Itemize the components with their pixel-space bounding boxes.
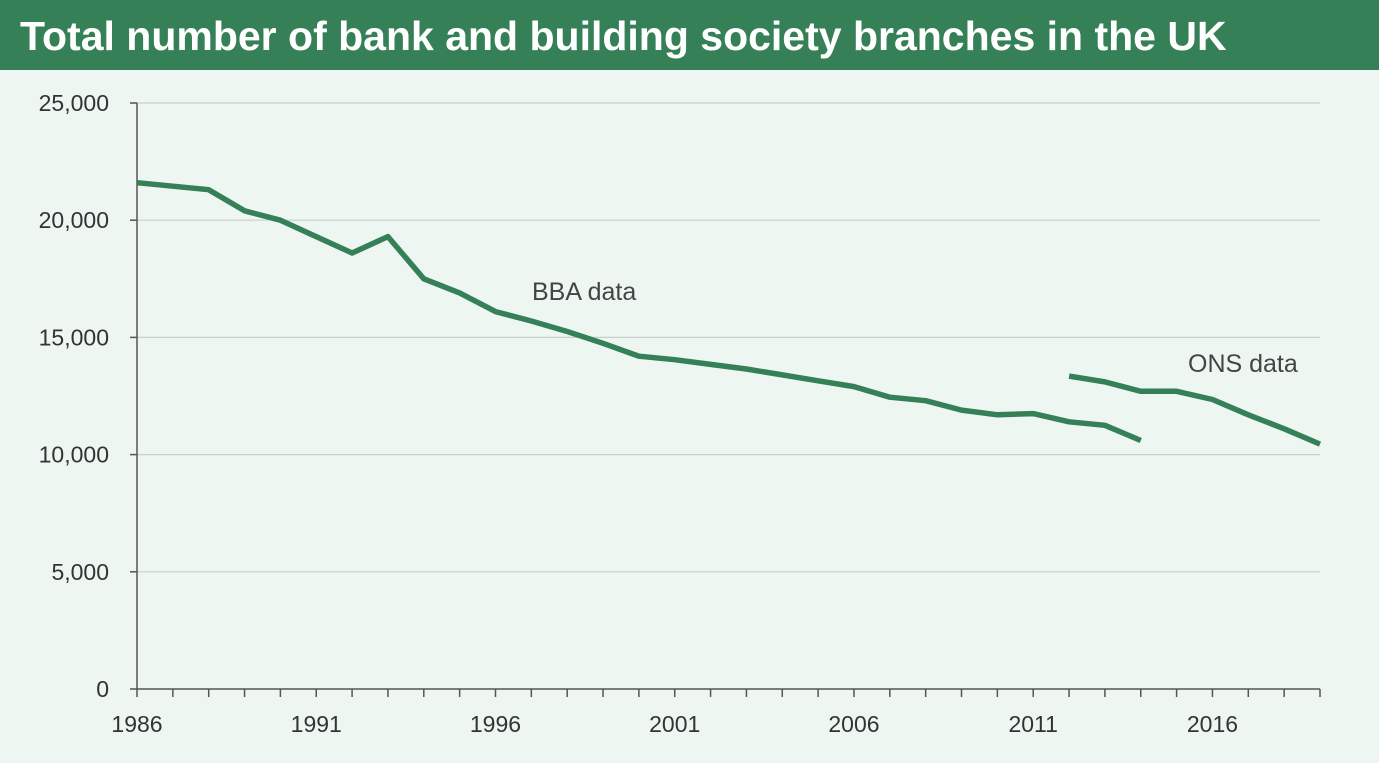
x-tick-label: 2011: [1008, 711, 1057, 737]
annotation-bba-data: BBA data: [532, 278, 636, 306]
y-tick-label: 25,000: [39, 90, 109, 116]
x-tick-label: 2001: [649, 711, 700, 737]
y-tick-labels: 0 5,000 10,000 15,000 20,000 25,000: [39, 90, 109, 702]
x-tick-label: 1996: [470, 711, 521, 737]
x-tick-labels: 1986 1991 1996 2001 2006 2011 2016: [111, 711, 1238, 737]
y-tick-label: 15,000: [39, 324, 109, 350]
series-annotations: BBA data ONS data: [532, 278, 1298, 378]
series-lines: [136, 179, 1322, 447]
axes: [130, 102, 1321, 697]
x-tick-label: 1991: [291, 711, 342, 737]
x-tick-label: 2016: [1187, 711, 1238, 737]
y-tick-label: 20,000: [39, 207, 109, 233]
chart-title: Total number of bank and building societ…: [20, 13, 1227, 59]
chart-title-bar: Total number of bank and building societ…: [0, 0, 1379, 70]
series-line-bba: [136, 179, 1142, 444]
gridlines: [137, 102, 1320, 573]
x-tick-label: 1986: [111, 711, 162, 737]
annotation-ons-data: ONS data: [1188, 350, 1298, 378]
y-tick-label: 10,000: [39, 442, 109, 468]
y-tick-label: 0: [96, 676, 109, 702]
y-tick-label: 5,000: [51, 559, 109, 585]
x-tick-label: 2006: [828, 711, 879, 737]
series-line-ons: [1068, 373, 1322, 447]
plot-background: [0, 70, 1379, 763]
